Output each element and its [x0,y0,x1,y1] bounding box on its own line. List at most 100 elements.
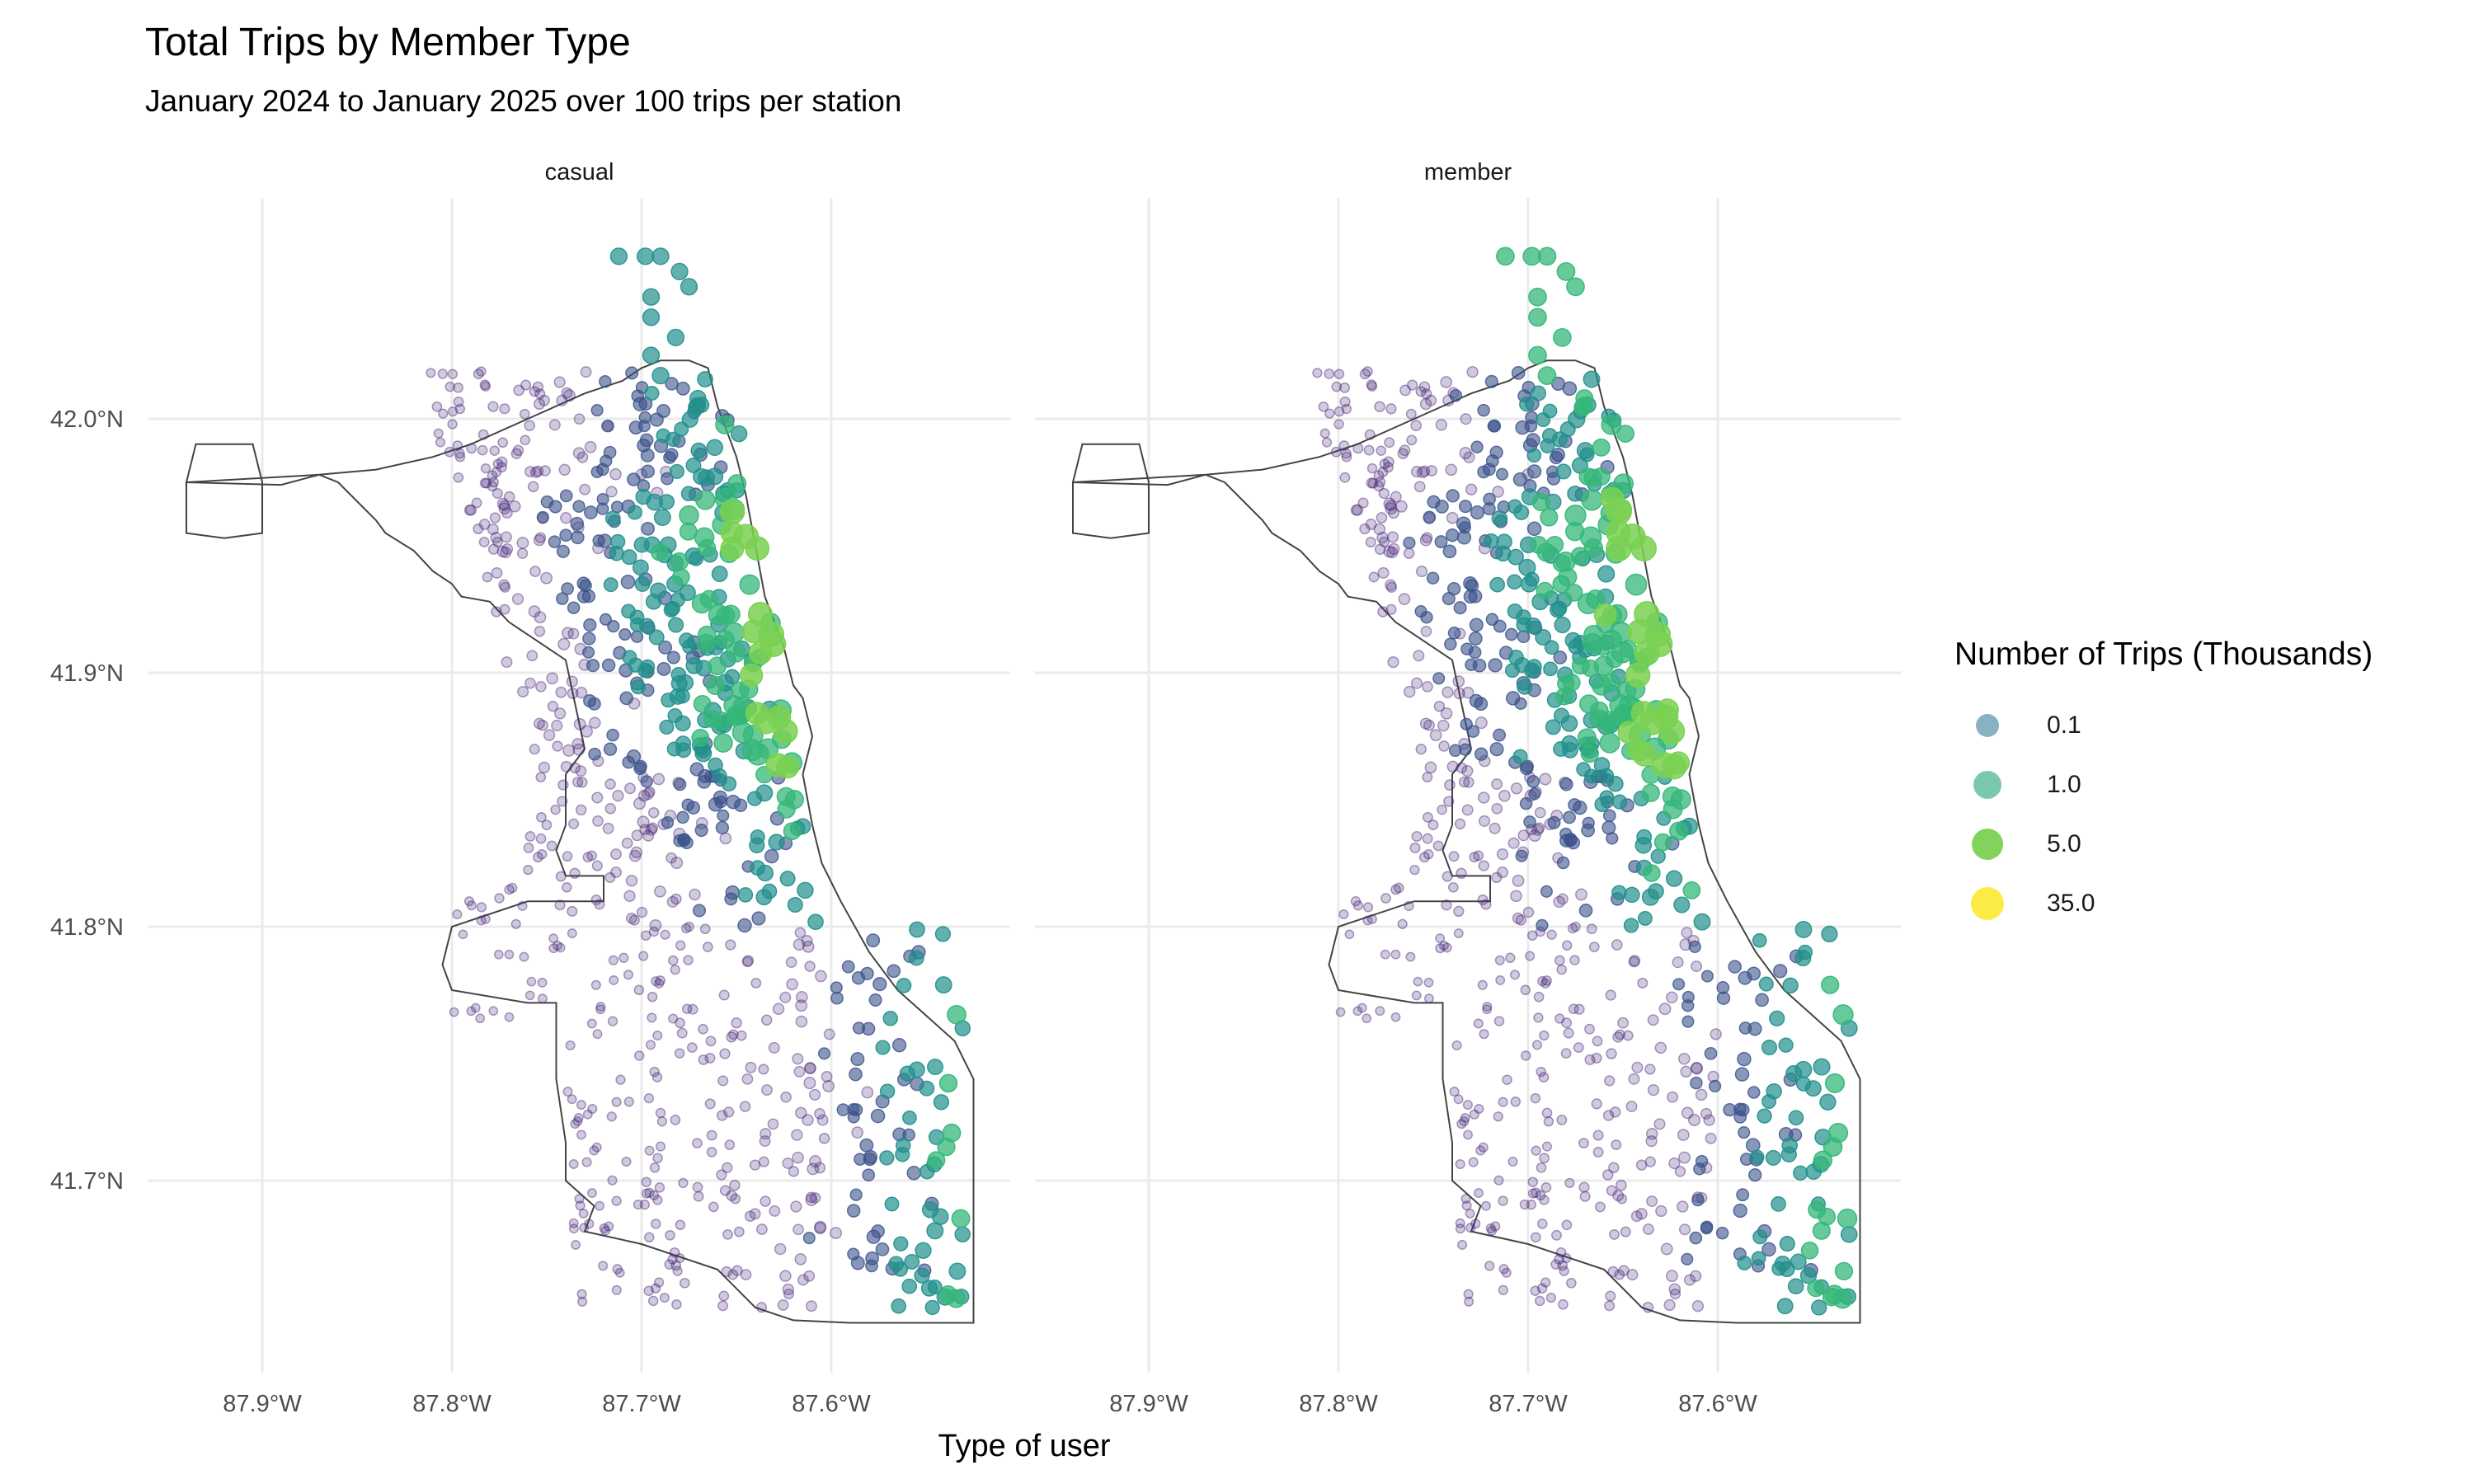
station-point [1588,942,1600,952]
station-point [666,328,685,347]
station-point [1693,913,1711,931]
station-point [627,472,641,486]
station-point [1601,414,1622,435]
station-point [1672,956,1684,969]
station-point [520,379,532,391]
station-point [599,1223,609,1233]
station-point [637,789,651,802]
station-point [747,601,773,627]
station-point [584,505,598,519]
station-point [1409,842,1421,853]
station-point [1520,984,1531,996]
station-point [694,824,708,838]
station-point [1631,1061,1644,1073]
station-point [1688,940,1701,954]
station-point [1534,806,1546,819]
station-point [636,247,655,265]
station-point [680,278,698,296]
station-point [1423,848,1434,860]
station-point [478,537,490,547]
station-point [875,1242,890,1256]
station-point [1651,752,1677,778]
station-point [1504,627,1518,641]
station-point [862,1168,876,1182]
station-point [670,964,680,975]
station-point [656,661,671,676]
station-point [600,1225,611,1236]
station-point [822,1079,835,1092]
station-point [1681,1106,1694,1120]
station-point [733,524,760,550]
station-point [589,716,601,729]
station-point [580,366,592,378]
legend-swatch [1971,887,2004,920]
station-point [570,516,585,531]
station-point [681,1003,693,1014]
station-point [725,939,736,951]
station-point [650,582,667,599]
station-point [607,1175,618,1186]
station-point [749,1208,761,1220]
station-point [1491,802,1503,815]
station-point [1666,991,1678,1004]
station-point [481,477,492,489]
station-point [706,439,723,457]
station-point [651,1072,663,1082]
station-point [1541,1141,1553,1152]
station-point [533,534,546,547]
station-point [603,742,618,756]
station-point [477,429,489,440]
station-point [493,949,504,960]
station-point [783,1288,795,1300]
station-point [1416,466,1429,479]
station-point [1752,1229,1768,1245]
legend-entries: 0.1 1.0 5.0 35.0 [1954,696,2373,933]
station-point [1591,674,1612,696]
station-point [586,850,597,862]
station-point [679,1277,690,1289]
station-point [675,1252,685,1264]
station-point [875,1040,891,1055]
station-point [1602,809,1616,823]
station-point [473,369,484,380]
station-point [619,691,634,706]
station-point [1399,444,1411,457]
station-point [546,672,559,685]
station-point [642,346,661,364]
station-point [1728,960,1742,974]
station-point [1653,1118,1666,1130]
station-point [1561,1252,1572,1264]
station-point [755,889,773,906]
station-point [1527,1176,1538,1187]
station-point [1491,871,1503,884]
station-point [1434,535,1448,549]
station-point [942,1123,962,1143]
station-point [1578,1138,1589,1149]
station-point [1405,408,1417,420]
station-point [760,1195,771,1207]
station-point [727,1269,739,1280]
station-point [1522,906,1535,918]
station-point [540,571,553,585]
station-point [1473,1018,1484,1029]
station-point [1413,976,1423,987]
station-point [1487,1225,1498,1236]
station-point [567,627,580,640]
station-point [599,375,612,388]
station-point [1365,519,1377,530]
station-point [1761,1039,1778,1056]
station-point [1429,729,1442,742]
station-point [677,834,691,848]
station-point [529,467,542,478]
station-point [676,810,689,824]
station-point [667,1254,678,1265]
station-point [1403,685,1416,698]
station-point [1339,472,1351,483]
station-point [924,1299,940,1316]
station-point [1376,512,1388,524]
station-point [570,1119,581,1129]
station-point [1655,1205,1667,1218]
station-point [722,1229,733,1240]
station-point [699,923,711,935]
station-point [1453,928,1464,939]
